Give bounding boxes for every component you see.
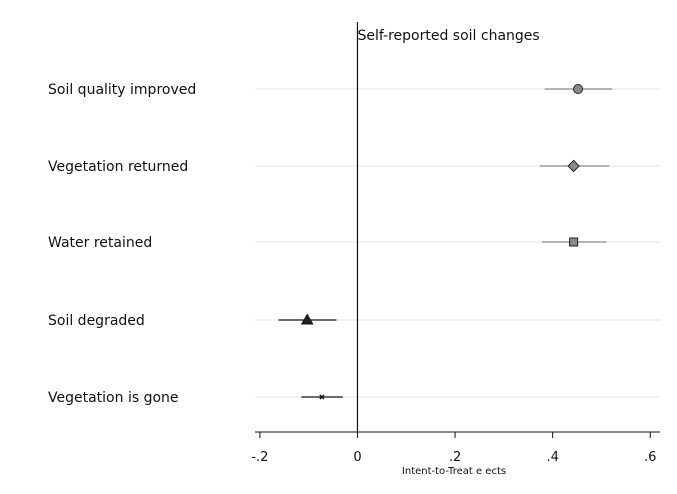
chart-title: Self-reported soil changes <box>357 28 539 44</box>
axes <box>255 22 660 433</box>
category-label: Vegetation is gone <box>48 390 179 406</box>
category-label: Soil degraded <box>48 313 145 329</box>
point-estimates <box>300 84 584 400</box>
x-tick-label: -.2 <box>251 450 268 465</box>
x-tick-label: 0 <box>353 450 361 465</box>
x-tick-label: .6 <box>644 450 656 465</box>
point-triangle <box>300 313 314 325</box>
x-tick-label: .4 <box>546 450 558 465</box>
point-diamond <box>567 159 580 173</box>
category-label: Vegetation returned <box>48 159 188 175</box>
point-circle <box>573 84 584 94</box>
gridlines <box>255 88 660 398</box>
category-labels: Soil quality improved Vegetation returned… <box>48 82 196 406</box>
category-label: Soil quality improved <box>48 82 196 98</box>
x-axis-label: Intent-to-Treat e ects <box>402 466 506 477</box>
point-square <box>569 237 579 247</box>
category-label: Water retained <box>48 235 152 251</box>
x-ticks: -.2 0 .2 .4 .6 <box>251 432 656 465</box>
confidence-intervals <box>278 88 613 398</box>
x-tick-label: .2 <box>449 450 461 465</box>
point-x <box>319 394 325 400</box>
